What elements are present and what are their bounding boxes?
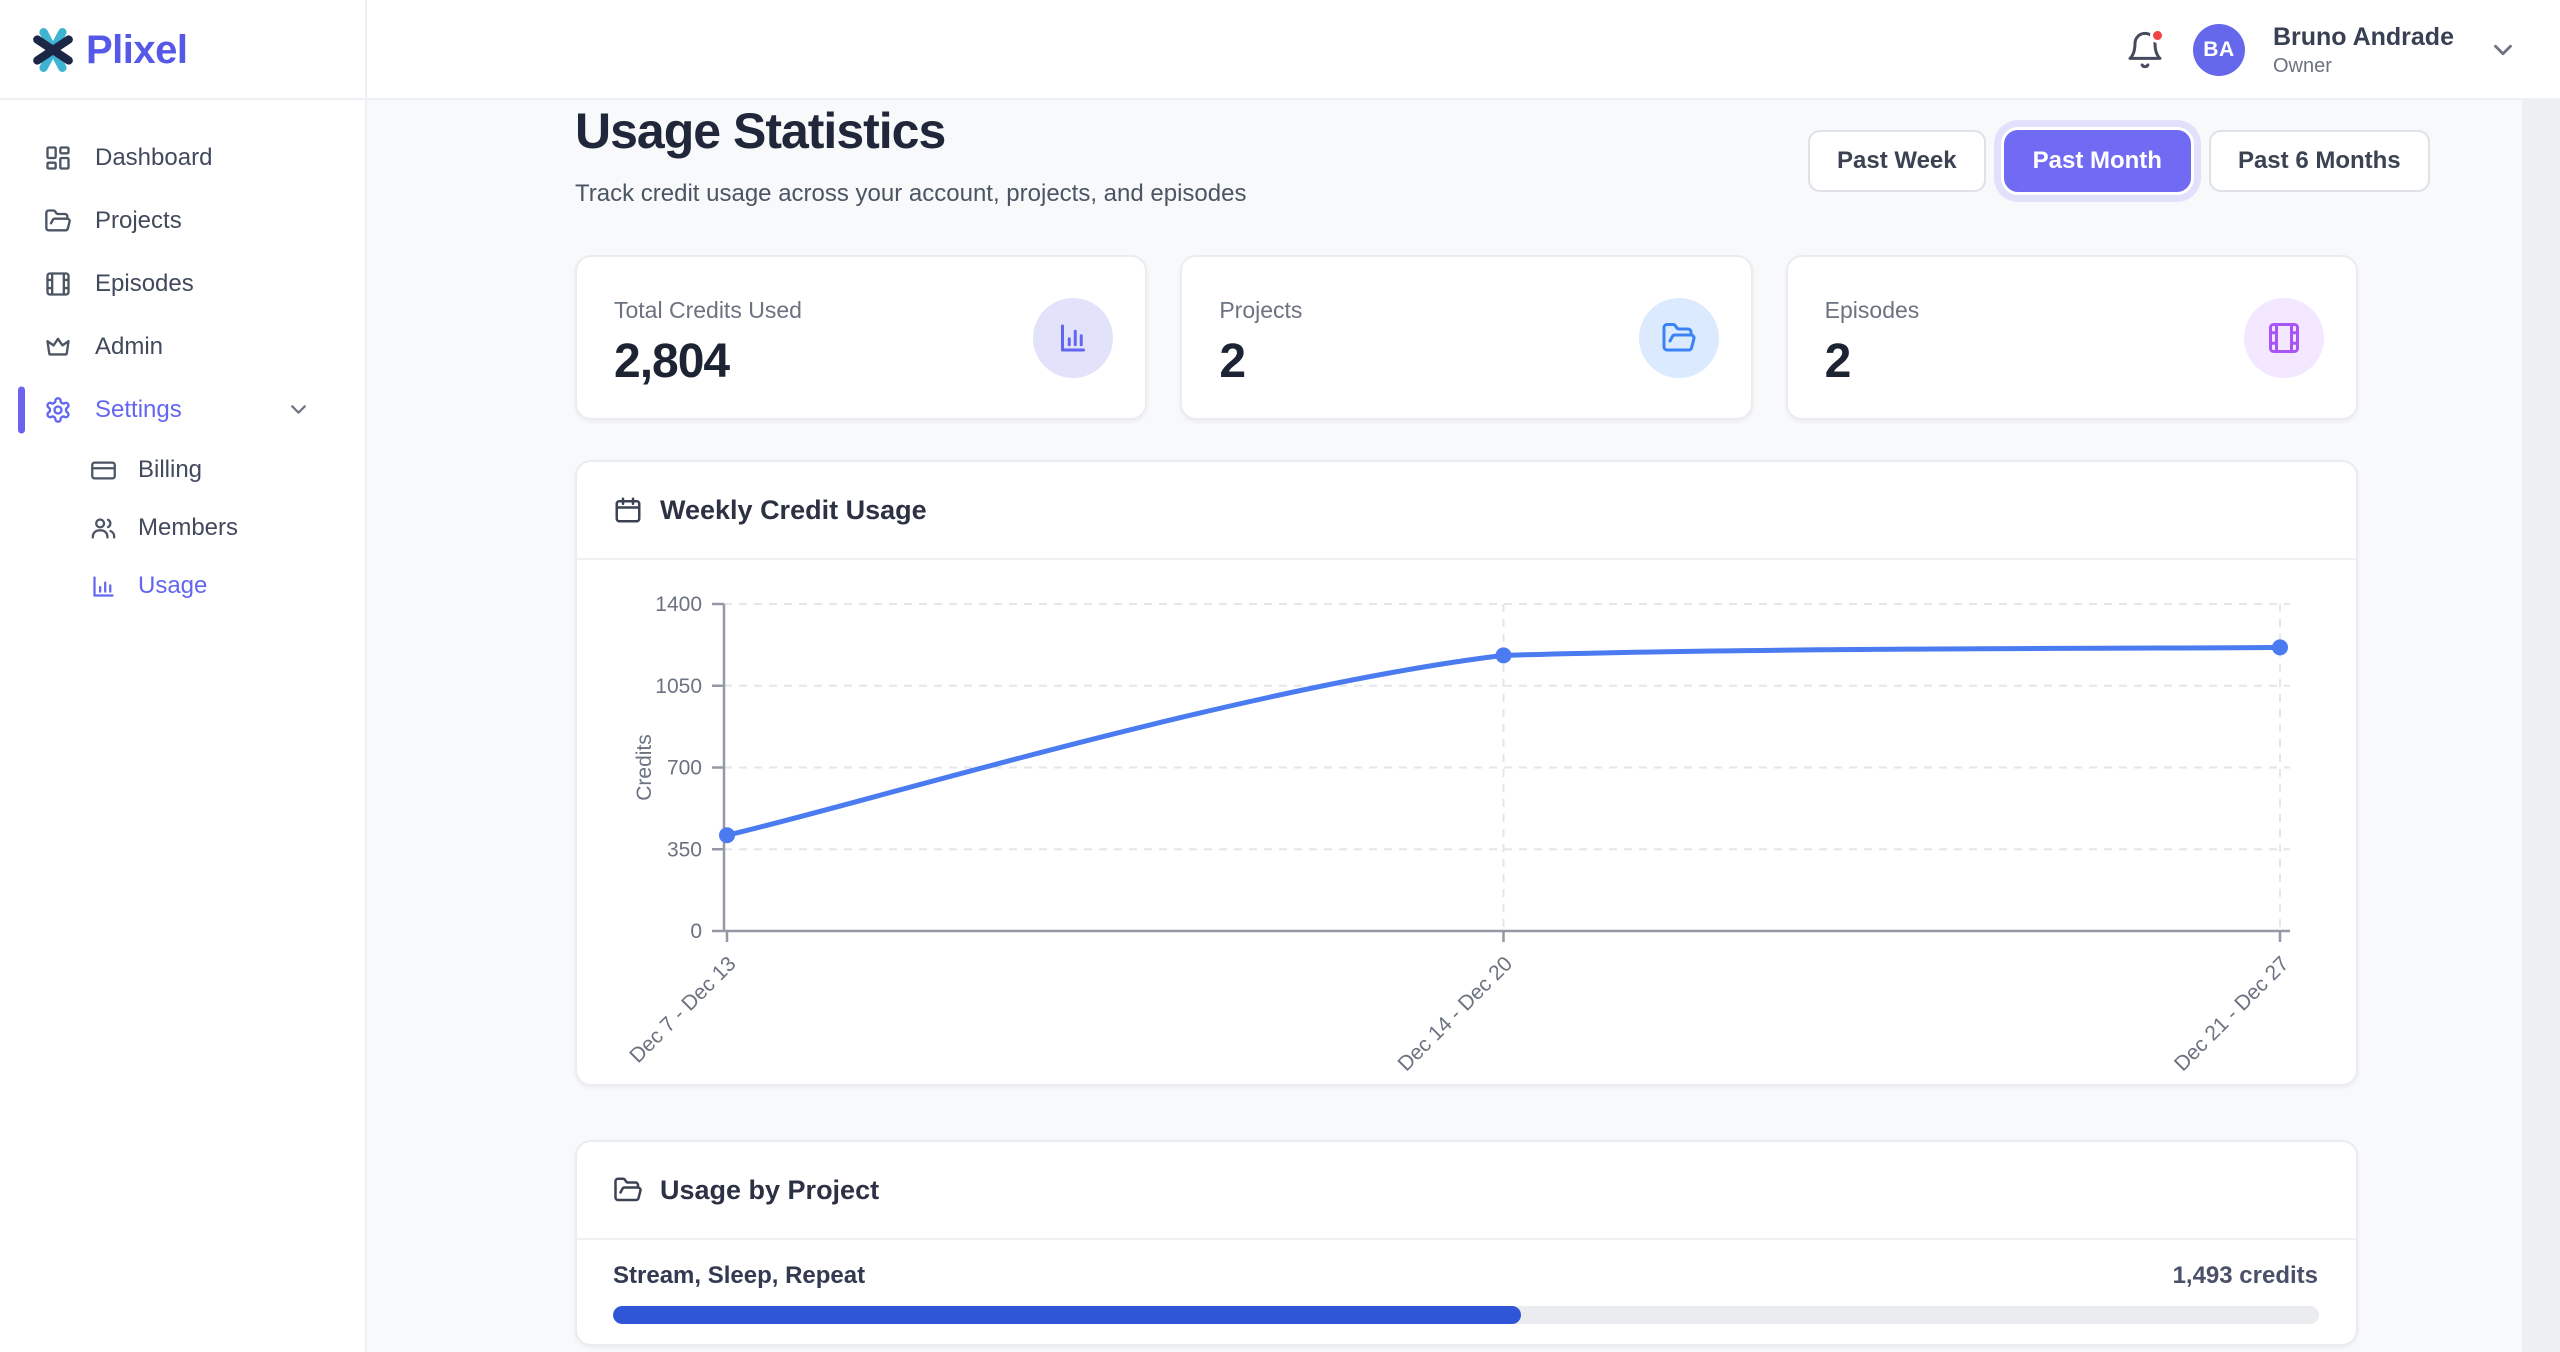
bell-icon <box>2128 31 2162 69</box>
stat-value: 2 <box>1824 335 1852 388</box>
sidebar-item-dashboard[interactable]: Dashboard <box>0 126 365 189</box>
folder-open-icon <box>1661 320 1697 356</box>
film-icon <box>44 270 72 298</box>
y-tick-label: 1050 <box>655 675 702 698</box>
calendar-icon <box>613 495 643 525</box>
sidebar-divider <box>365 0 367 1352</box>
past-week-button[interactable]: Past Week <box>1808 130 1986 192</box>
x-tick-label: Dec 14 - Dec 20 <box>1393 952 1517 1076</box>
unread-notification-dot <box>2149 28 2165 43</box>
usage-by-project-panel: Usage by Project Stream, Sleep, Repeat 1… <box>575 1140 2358 1346</box>
y-axis-title: Credits <box>633 734 656 801</box>
avatar-initials: BA <box>2203 38 2235 61</box>
y-tick-label: 350 <box>667 838 702 861</box>
past-6-months-button[interactable]: Past 6 Months <box>2208 130 2430 192</box>
stat-card-total-credits: Total Credits Used 2,804 <box>575 255 1148 420</box>
bar-chart-icon <box>1055 320 1091 356</box>
avatar[interactable]: BA <box>2192 24 2245 76</box>
stat-card-episodes: Episodes 2 <box>1785 255 2358 420</box>
bar-chart-icon <box>90 573 117 600</box>
page-title: Usage Statistics <box>575 103 946 159</box>
stat-value: 2,804 <box>614 335 730 388</box>
y-tick-label: 0 <box>690 920 702 943</box>
chevron-down-icon <box>286 397 311 422</box>
sidebar-item-settings[interactable]: Settings <box>0 378 365 441</box>
sidebar-item-label: Settings <box>95 395 182 423</box>
past-month-button[interactable]: Past Month <box>2003 130 2191 192</box>
stat-label: Episodes <box>1824 297 1920 323</box>
folder-open-icon <box>44 207 72 235</box>
stat-value: 2 <box>1219 335 1246 388</box>
data-point[interactable] <box>2272 639 2288 656</box>
sidebar-item-members[interactable]: Members <box>0 499 365 557</box>
page-subtitle: Track credit usage across your account, … <box>575 180 1247 207</box>
panel-title: Weekly Credit Usage <box>660 494 927 525</box>
sidebar-item-label: Episodes <box>95 269 194 297</box>
users-icon <box>90 515 117 542</box>
brand-name: Plixel <box>86 27 188 72</box>
crown-icon <box>44 333 72 361</box>
project-name: Stream, Sleep, Repeat <box>613 1262 866 1289</box>
sidebar-item-label: Dashboard <box>95 143 213 171</box>
sidebar-item-label: Billing <box>138 456 203 483</box>
data-point[interactable] <box>1495 647 1512 664</box>
sidebar-item-admin[interactable]: Admin <box>0 315 365 378</box>
y-tick-label: 700 <box>667 757 702 780</box>
panel-header: Weekly Credit Usage <box>577 462 2356 560</box>
weekly-credit-usage-chart: 0 350 700 1050 1400 Dec 7 - Dec 13 Dec 14 - De… <box>625 593 2294 1076</box>
top-header: Plixel BA Bruno Andrade Owner <box>0 0 2560 100</box>
stat-label: Total Credits Used <box>614 297 802 323</box>
chevron-down-icon <box>2494 44 2512 56</box>
user-meta[interactable]: Bruno Andrade Owner <box>2273 23 2454 78</box>
gear-icon <box>44 396 72 424</box>
sidebar-item-projects[interactable]: Projects <box>0 189 365 252</box>
sidebar-item-label: Usage <box>138 572 208 599</box>
stat-label: Projects <box>1219 297 1303 323</box>
sidebar: Dashboard Projects Episodes Admin Settin… <box>0 100 365 1352</box>
sidebar-item-label: Admin <box>95 332 164 360</box>
weekly-credit-usage-panel: Weekly Credit Usage 0 350 700 1050 1400 Dec 7… <box>575 460 2358 1086</box>
user-name: Bruno Andrade <box>2272 22 2454 51</box>
user-menu-button[interactable] <box>2488 35 2518 65</box>
data-point[interactable] <box>719 827 735 844</box>
stat-cards: Total Credits Used 2,804 Projects 2 Epis… <box>575 255 2358 420</box>
sidebar-item-billing[interactable]: Billing <box>0 441 365 499</box>
x-tick-label: Dec 7 - Dec 13 <box>625 952 740 1067</box>
date-range-toggle: Past Week Past Month Past 6 Months <box>1808 130 2430 192</box>
user-role: Owner <box>2272 54 2332 77</box>
sidebar-item-label: Members <box>138 514 239 541</box>
project-progress-fill <box>613 1306 1521 1324</box>
stat-card-projects: Projects 2 <box>1180 255 1753 420</box>
credit-card-icon <box>90 457 117 484</box>
panel-header: Usage by Project <box>577 1142 2356 1240</box>
folder-open-icon <box>613 1175 643 1205</box>
sidebar-item-episodes[interactable]: Episodes <box>0 252 365 315</box>
sidebar-item-label: Projects <box>95 206 182 234</box>
scroll-gutter[interactable] <box>2522 100 2560 1352</box>
film-icon <box>2266 320 2302 356</box>
project-usage-row: Stream, Sleep, Repeat 1,493 credits <box>577 1240 2356 1348</box>
panel-title: Usage by Project <box>660 1174 880 1205</box>
x-tick-label: Dec 21 - Dec 27 <box>2170 952 2294 1076</box>
project-credits: 1,493 credits <box>2172 1262 2318 1289</box>
sidebar-item-usage[interactable]: Usage <box>0 557 365 615</box>
dashboard-icon <box>44 144 72 172</box>
y-tick-label: 1400 <box>655 593 702 616</box>
brand-logo[interactable]: Plixel <box>30 0 188 100</box>
notifications-button[interactable] <box>2125 28 2165 70</box>
plixel-x-mark-icon <box>33 28 73 72</box>
project-progress-track <box>613 1306 2319 1324</box>
